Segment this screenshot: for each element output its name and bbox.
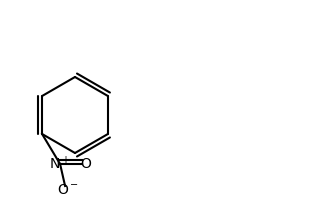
- Text: O: O: [81, 157, 92, 171]
- Text: O$^-$: O$^-$: [57, 183, 79, 197]
- Text: N$^+$: N$^+$: [49, 155, 71, 173]
